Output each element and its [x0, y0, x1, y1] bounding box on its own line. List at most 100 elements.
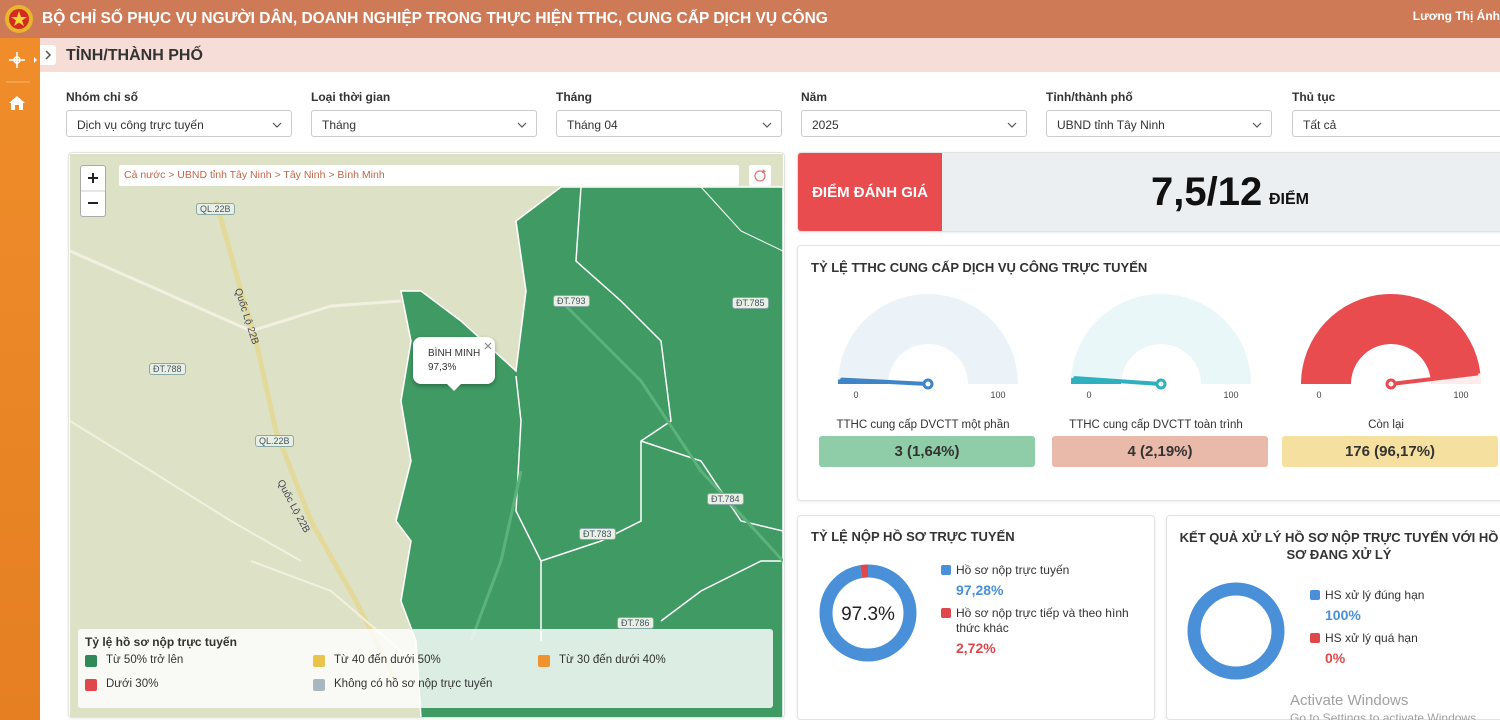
- toggle[interactable]: [40, 45, 56, 65]
- legend-label: HS xử lý đúng hạn: [1325, 588, 1425, 602]
- legend-swatch: [941, 608, 951, 618]
- chevron-line: [517, 122, 527, 128]
- road-label: ĐT.784: [707, 493, 744, 505]
- road-label: ĐT.785: [732, 297, 769, 309]
- filter-select[interactable]: Dịch vụ công trực tuyến: [66, 110, 292, 137]
- gauge-min: 0: [853, 390, 858, 400]
- gauge-hub: [1155, 378, 1167, 390]
- gauge-needle: [1073, 376, 1163, 386]
- legend-label: Hồ sơ nộp trực tuyến: [956, 563, 1070, 577]
- user-name[interactable]: Lương Thị Ánh: [1412, 9, 1500, 23]
- score-value: 7,5/12: [1151, 170, 1263, 214]
- legend-swatch: [85, 679, 97, 691]
- gauge-min: 0: [1316, 390, 1321, 400]
- legend-value: 97,28%: [956, 582, 1004, 598]
- gauge-max: 100: [990, 390, 1005, 400]
- page-header: TỈNH/THÀNH PHỐ: [40, 38, 1500, 72]
- legend-value: 2,72%: [956, 640, 996, 656]
- legend-value: 100%: [1325, 607, 1361, 623]
- donut-center: 97.3%: [841, 604, 895, 625]
- sidebar: [0, 38, 40, 720]
- popup-name: BÌNH MINH: [428, 348, 481, 359]
- gauge-hub: [922, 378, 934, 390]
- reset-button[interactable]: [749, 165, 771, 186]
- gauge-label: Còn lại: [1368, 419, 1404, 431]
- legend-swatch: [85, 655, 97, 667]
- legend-value: 0%: [1325, 650, 1346, 666]
- watermark: Go to Settings to activate Windows.: [1290, 711, 1480, 720]
- legend-title: Tỷ lệ hồ sơ nộp trực tuyến: [85, 635, 237, 649]
- gauge-label: TTHC cung cấp DVCTT toàn trình: [1069, 419, 1243, 431]
- filter-label: Năm: [801, 90, 828, 104]
- filter-select[interactable]: UBND tỉnh Tây Ninh: [1046, 110, 1272, 137]
- filter-select[interactable]: Tất cả: [1292, 110, 1500, 137]
- gauge-min: 0: [1086, 390, 1091, 400]
- legend-swatch: [941, 565, 951, 575]
- donut-panel: KẾT QUẢ XỬ LÝ HỒ SƠ NỘP TRỰC TUYẾN VỚI H…: [1166, 515, 1500, 720]
- gauge-label: TTHC cung cấp DVCTT một phần: [837, 419, 1010, 431]
- gauge-max: 100: [1223, 390, 1238, 400]
- gauge-hub: [1385, 378, 1397, 390]
- gauge-fill: [1301, 293, 1481, 384]
- score-label: ĐIỂM ĐÁNH GIÁ: [798, 153, 942, 231]
- zoom-control: [80, 165, 106, 217]
- legend-label: Hồ sơ nộp trực tiếp và theo hình thức kh…: [956, 606, 1129, 635]
- chevron: [272, 122, 282, 128]
- map[interactable]: [70, 154, 783, 718]
- donut: 97.3%: [819, 564, 917, 662]
- legend-label: Không có hồ sơ nộp trực tuyến: [334, 678, 493, 690]
- chevron: [1252, 122, 1262, 128]
- donut: [1187, 582, 1285, 680]
- breadcrumb[interactable]: Cả nước > UBND tỉnh Tây Ninh > Tây Ninh …: [119, 165, 739, 186]
- sidebar-icons: [6, 52, 37, 110]
- legend-label: Từ 50% trở lên: [106, 654, 184, 666]
- legend-swatch: [313, 655, 325, 667]
- filter-label: Thủ tục: [1292, 90, 1336, 104]
- gauge-track: [838, 294, 1018, 384]
- road-label: ĐT.788: [149, 363, 186, 375]
- filter-select[interactable]: 2025: [801, 110, 1027, 137]
- chevron-line: [272, 122, 282, 128]
- gauge-value: 176 (96,17%): [1282, 436, 1498, 467]
- filter-label: Tỉnh/thành phố: [1046, 90, 1133, 104]
- chevron-line: [1007, 122, 1017, 128]
- road-label: ĐT.783: [579, 528, 616, 540]
- road-label: ĐT.793: [553, 295, 590, 307]
- road-label: QL.22B: [255, 435, 294, 447]
- app-title: BỘ CHỈ SỐ PHỤC VỤ NGƯỜI DÂN, DOANH NGHIỆ…: [42, 10, 828, 27]
- header: BỘ CHỈ SỐ PHỤC VỤ NGƯỜI DÂN, DOANH NGHIỆ…: [0, 0, 1500, 38]
- panel-title: TỶ LỆ NỘP HỒ SƠ TRỰC TUYẾN: [811, 529, 1015, 544]
- legend-label: Từ 30 đến dưới 40%: [559, 654, 666, 666]
- filter-label: Nhóm chỉ số: [66, 90, 139, 104]
- road-label: ĐT.786: [617, 617, 654, 629]
- popup-value: 97,3%: [428, 362, 457, 373]
- legend-swatch: [538, 655, 550, 667]
- panel-title: TỶ LỆ TTHC CUNG CẤP DỊCH VỤ CÔNG TRỰC TU…: [811, 260, 1148, 275]
- score-unit: ĐIỂM: [1269, 191, 1309, 208]
- gauge-needle: [840, 377, 930, 386]
- chevron: [1007, 122, 1017, 128]
- legend-swatch: [1310, 590, 1320, 600]
- watermark: Activate Windows: [1290, 692, 1409, 709]
- chevron: [517, 122, 527, 128]
- chevron: [762, 122, 772, 128]
- filter-label: Tháng: [556, 90, 592, 104]
- donut-slice: [1187, 582, 1285, 680]
- filter-label: Loại thời gian: [311, 90, 391, 104]
- map-legend: Tỷ lệ hồ sơ nộp trực tuyến Từ 50% trở lê…: [78, 629, 773, 708]
- filter-select[interactable]: Tháng 04: [556, 110, 782, 137]
- filter-select[interactable]: Tháng: [311, 110, 537, 137]
- legend-label: Dưới 30%: [106, 678, 159, 690]
- panel-title: KẾT QUẢ XỬ LÝ HỒ SƠ NỘP TRỰC TUYẾN VỚI H…: [1179, 530, 1499, 562]
- legend-swatch: [313, 679, 325, 691]
- score-panel: ĐIỂM ĐÁNH GIÁ 7,5/12 ĐIỂM: [797, 152, 1500, 232]
- page-title: TỈNH/THÀNH PHỐ: [66, 47, 203, 64]
- road-label: QL.22B: [196, 203, 235, 215]
- legend-swatch: [1310, 633, 1320, 643]
- gauge-panel: TỶ LỆ TTHC CUNG CẤP DỊCH VỤ CÔNG TRỰC TU…: [797, 245, 1500, 501]
- donut-slice: [819, 564, 917, 662]
- gauges: 0 100 TTHC cung cấp DVCTT một phần 0 100 TTHC…: [837, 293, 1481, 431]
- gauge-value: 3 (1,64%): [819, 436, 1035, 467]
- popup: BÌNH MINH 97,3%: [413, 337, 495, 391]
